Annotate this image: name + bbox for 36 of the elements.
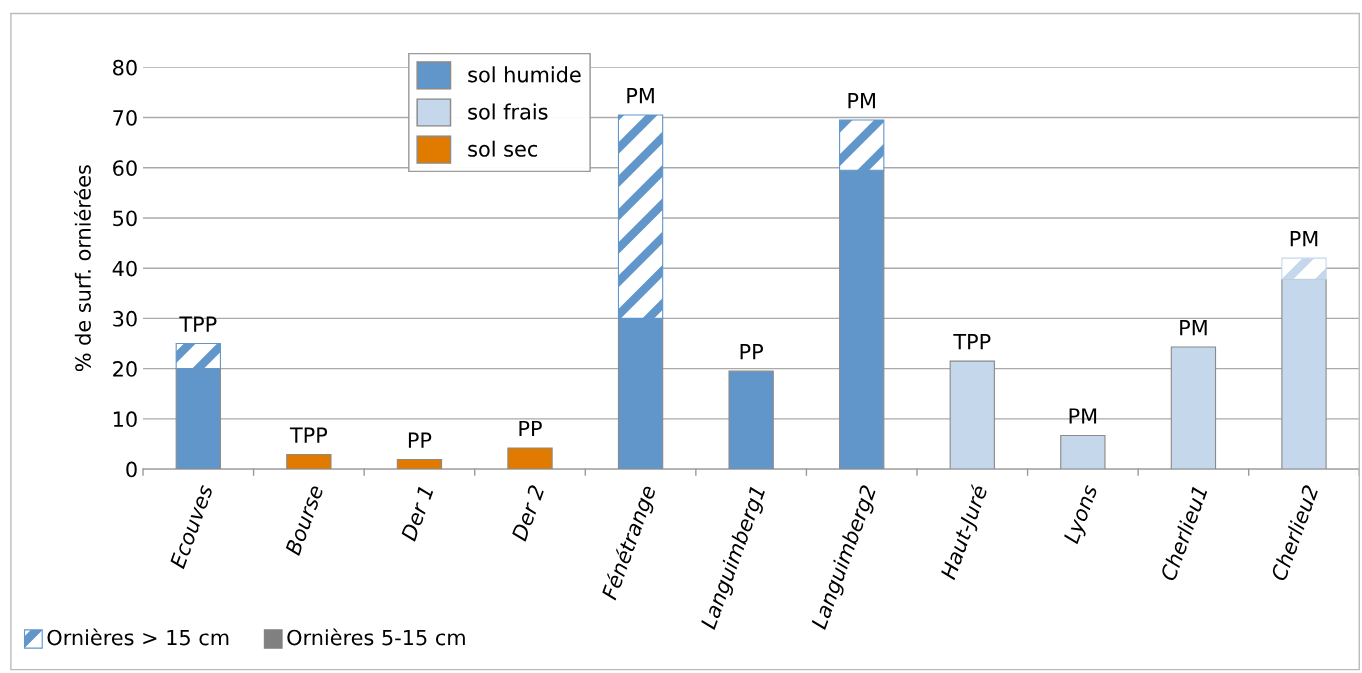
legend-label: sol humide	[468, 66, 581, 83]
y-tick-label: 40	[112, 260, 137, 277]
bar	[396, 458, 443, 470]
bar	[949, 360, 995, 470]
total-label: PM	[848, 92, 875, 109]
bar	[286, 453, 332, 470]
bar	[507, 447, 553, 470]
total-label: PM	[627, 87, 654, 104]
legend-label: Ornières > 15 cm	[47, 628, 229, 646]
y-tick-label: 70	[113, 109, 137, 126]
y-axis-title: % de surf. orniérées	[73, 165, 91, 372]
total-label: PP	[740, 344, 763, 360]
x-tick-label: Der 1	[400, 486, 434, 542]
bar	[728, 370, 774, 470]
text: Ornières 5-15 cm	[287, 628, 465, 646]
bar	[1170, 346, 1217, 470]
legend-label: sol frais	[468, 103, 548, 120]
total-label: PP	[408, 432, 432, 448]
y-tick-label: 60	[113, 160, 137, 176]
y-tick-label: 20	[113, 361, 137, 377]
y-tick-label: 50	[113, 210, 137, 227]
y-tick-label: 0	[126, 461, 137, 478]
total-label: PM	[1180, 319, 1207, 336]
y-tick-label: 80	[113, 59, 137, 76]
total-label: PM	[1069, 408, 1097, 424]
total-label: TPP	[953, 334, 991, 350]
y-tick-label: 10	[113, 411, 137, 428]
total-label: TPP	[289, 427, 328, 443]
y-tick-label: 30	[113, 310, 137, 327]
total-label: PM	[1290, 231, 1318, 247]
legend-label: sol sec	[468, 140, 538, 157]
total-label: TPP	[179, 316, 217, 332]
x-tick-label: Lyons	[1063, 483, 1102, 546]
bar	[1060, 434, 1106, 470]
x-tick-label: Der 2	[510, 484, 545, 542]
total-label: PP	[519, 420, 542, 437]
